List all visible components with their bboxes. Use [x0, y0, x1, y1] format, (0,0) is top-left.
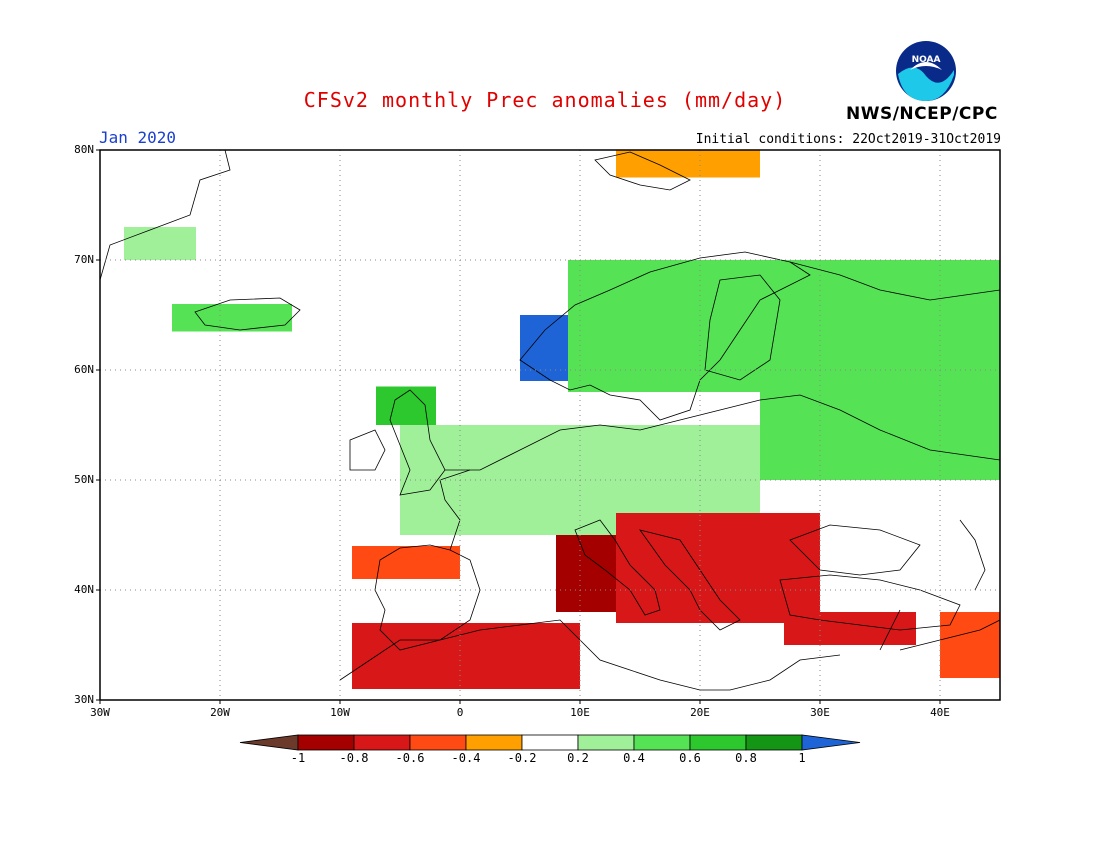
- colorbar-tick-label: -1: [290, 751, 306, 765]
- lat-label: 60N: [74, 363, 94, 376]
- lon-label: 40E: [930, 706, 950, 719]
- anomaly-region-morocco-algeria: [352, 623, 580, 689]
- anomaly-region-svalbard: [616, 150, 760, 178]
- lon-label: 10W: [330, 706, 350, 719]
- lon-label: 0: [456, 706, 464, 719]
- grid-lines: [100, 150, 1000, 700]
- lon-label: 10E: [570, 706, 590, 719]
- map-frame: [99, 149, 1001, 701]
- colorbar-tick-label: -0.8: [339, 751, 369, 765]
- lat-label: 50N: [74, 473, 94, 486]
- forecast-month: Jan 2020: [99, 128, 177, 147]
- colorbar-tick-label: 0.8: [735, 751, 757, 765]
- noaa-logo: NOAA: [896, 41, 956, 101]
- lon-label: 30W: [90, 706, 110, 719]
- anomaly-region-middle-east: [940, 612, 1000, 678]
- anomaly-region-iceland: [172, 304, 292, 332]
- lon-label: 30E: [810, 706, 830, 719]
- lat-label: 70N: [74, 253, 94, 266]
- initial-conditions: Initial conditions: 22Oct2019-31Oct2019: [695, 132, 1001, 147]
- colorbar-tick-label: 1: [798, 751, 806, 765]
- colorbar-segment: [633, 734, 691, 751]
- colorbar-segment: [745, 734, 803, 751]
- lat-label: 30N: [74, 693, 94, 706]
- map-title: CFSv2 monthly Prec anomalies (mm/day): [303, 88, 787, 112]
- colorbar-tick-label: 0.4: [623, 751, 645, 765]
- colorbar-segment: [353, 734, 411, 751]
- colorbar-tick-label: -0.4: [451, 751, 481, 765]
- noaa-logo-text: NOAA: [912, 55, 941, 65]
- colorbar-arrow-low: [239, 734, 299, 751]
- colorbar-tick-label: -0.6: [395, 751, 425, 765]
- colorbar-segment: [465, 734, 523, 751]
- colorbar-segment: [521, 734, 579, 751]
- lon-label: 20W: [210, 706, 230, 719]
- colorbar-segment: [577, 734, 635, 751]
- colorbar-arrow-high: [801, 734, 861, 751]
- colorbar-segment: [297, 734, 355, 751]
- colorbar-tick-label: 0.2: [567, 751, 589, 765]
- anomaly-region-iberia-north: [352, 546, 460, 579]
- colorbar-segment: [409, 734, 467, 751]
- colorbar-tick-label: -0.2: [507, 751, 537, 765]
- agency-label: NWS/NCEP/CPC: [846, 104, 998, 124]
- anomaly-cells: [124, 150, 1000, 689]
- colorbar-tick-label: 0.6: [679, 751, 701, 765]
- colorbar: [239, 734, 861, 751]
- anomaly-region-greenland-east: [124, 227, 196, 260]
- lon-label: 20E: [690, 706, 710, 719]
- anomaly-region-balkans: [616, 513, 820, 623]
- lat-label: 40N: [74, 583, 94, 596]
- lat-label: 80N: [74, 143, 94, 156]
- colorbar-segment: [689, 734, 747, 751]
